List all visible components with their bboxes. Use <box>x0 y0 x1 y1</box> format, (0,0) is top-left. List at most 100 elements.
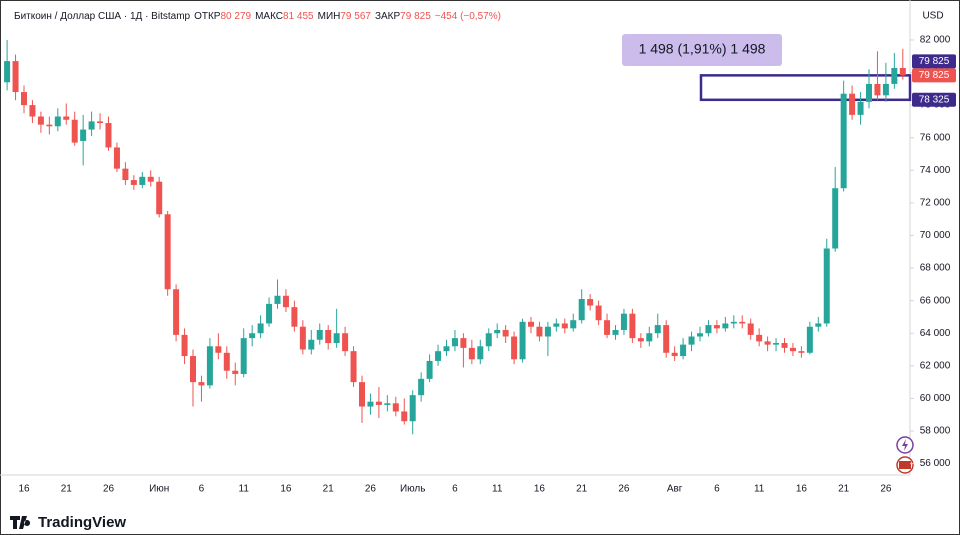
candle-body <box>206 346 213 386</box>
candle-body <box>604 320 611 335</box>
candle-body <box>392 403 399 412</box>
candle-body <box>806 326 813 353</box>
candle-body <box>139 176 146 185</box>
candle-body <box>384 403 391 405</box>
candle-body <box>130 180 137 185</box>
candle-body <box>756 334 763 342</box>
candle-body <box>815 323 822 327</box>
candle-body <box>781 343 788 348</box>
candle-body <box>71 119 78 143</box>
candle-body <box>97 121 104 124</box>
candle-body <box>282 295 289 308</box>
x-tick-label: 26 <box>365 484 377 495</box>
candle-body <box>798 351 805 353</box>
header-text: Биткоин / Доллар США · 1Д · Bitstamp ОТКР… <box>14 11 501 22</box>
field-value: 80 279 <box>220 11 251 22</box>
candle-body <box>468 347 475 360</box>
candle-body <box>882 83 889 96</box>
candle-body <box>333 333 340 344</box>
x-tick-label: 26 <box>618 484 630 495</box>
candle-body <box>274 295 281 304</box>
x-tick-label: 6 <box>714 484 720 495</box>
candle-body <box>375 401 382 405</box>
lightning-glyph <box>902 439 908 451</box>
candle-body <box>299 326 306 350</box>
change: −454 (−0,57%) <box>435 11 501 22</box>
range-label: 1 498 (1,91%) 1 498 <box>639 41 766 57</box>
candle-body <box>4 61 11 83</box>
candle-body <box>477 346 484 360</box>
candle-body <box>105 123 112 148</box>
price-tag-label: 78 325 <box>919 94 950 105</box>
candle-body <box>240 338 247 374</box>
plot: 1 498 (1,91%) 1 498 <box>4 34 912 435</box>
x-tick-label: 6 <box>199 484 205 495</box>
candle-body <box>80 129 87 141</box>
candle-body <box>325 329 332 344</box>
candle-body <box>688 336 695 345</box>
candle-body <box>730 321 737 324</box>
candle-body <box>198 382 205 386</box>
y-tick-label: 68 000 <box>920 263 951 274</box>
candle-body <box>223 352 230 371</box>
candle-body <box>697 333 703 337</box>
candle-body <box>54 116 61 127</box>
candle-body <box>451 338 458 347</box>
candle-body <box>663 325 670 353</box>
candle-body <box>823 248 830 324</box>
candle-body <box>88 121 95 130</box>
candle-body <box>460 338 467 348</box>
currency: USD <box>922 11 943 22</box>
field-value: 79 825 <box>400 11 431 22</box>
field-label: МИН <box>318 11 341 22</box>
candle-body <box>511 336 518 360</box>
candle-body <box>637 338 644 342</box>
field-label: ОТКР <box>194 11 221 22</box>
y-tick-label: 72 000 <box>920 198 951 209</box>
candle-body <box>832 188 839 249</box>
candle-body <box>485 333 492 347</box>
candle-body <box>840 93 847 189</box>
candle-body <box>595 305 602 321</box>
candle-body <box>367 401 374 407</box>
candle-body <box>308 339 315 350</box>
field-value: 81 455 <box>283 11 314 22</box>
x-tick-label: 16 <box>280 484 292 495</box>
candle-body <box>553 323 560 327</box>
symbol: Биткоин / Доллар США · 1Д · Bitstamp <box>14 11 191 22</box>
candle-body <box>316 329 323 340</box>
candle-body <box>789 347 796 352</box>
candle-body <box>578 299 585 321</box>
y-tick-label: 58 000 <box>920 426 951 437</box>
candle-body <box>63 116 70 120</box>
candle-body <box>544 326 551 337</box>
brand: TradingView <box>38 514 126 531</box>
candle-body <box>37 116 44 125</box>
candle-body <box>722 323 729 329</box>
candle-body <box>147 176 154 182</box>
candle-body <box>113 147 120 169</box>
y-tick-label: 76 000 <box>920 132 951 143</box>
candle-body <box>232 370 239 374</box>
x-tick-label: 11 <box>754 484 765 495</box>
candle-body <box>359 382 365 407</box>
x-tick-label: 26 <box>880 484 892 495</box>
x-tick-label: 11 <box>239 484 250 495</box>
candle-body <box>350 351 357 383</box>
x-tick-label: 16 <box>796 484 808 495</box>
y-tick-label: 70 000 <box>920 230 951 241</box>
candle-body <box>164 214 171 290</box>
price-tag-label: 79 825 <box>919 56 950 67</box>
y-tick-label: 66 000 <box>920 295 951 306</box>
x-tick-label: 21 <box>61 484 73 495</box>
y-tick-label: 64 000 <box>920 328 951 339</box>
candle-body <box>266 303 273 324</box>
x-tick-label: 11 <box>492 484 503 495</box>
candle-body <box>629 313 636 339</box>
price-tag <box>912 68 956 83</box>
candle-body <box>671 352 678 357</box>
field-value: 79 567 <box>340 11 371 22</box>
